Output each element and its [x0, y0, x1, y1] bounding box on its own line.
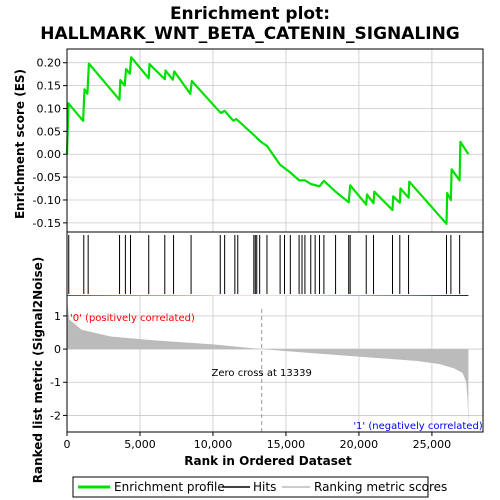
metric-y-tick-label: -2 — [50, 409, 61, 422]
chart-title-line1: Enrichment plot: — [170, 4, 330, 24]
metric-panel: 1 0 -1 -2 Zero cross at 13339 '0' (positively… — [50, 231, 484, 433]
es-y-tick-label: 0.00 — [37, 148, 62, 161]
negative-correlation-label: '1' (negatively correlated) — [353, 421, 482, 432]
es-panel: 0.20 0.15 0.10 0.05 0.00 -0.05 -0.10 -0.15 — [33, 48, 484, 233]
metric-y-tick-label: 0 — [54, 343, 61, 356]
es-y-tick-label: 0.15 — [37, 80, 62, 93]
x-axis-label: Rank in Ordered Dataset — [184, 454, 352, 468]
x-tick-label: 0 — [64, 438, 71, 451]
es-panel-background — [67, 49, 483, 232]
legend-label-ranking-metric: Ranking metric scores — [314, 480, 447, 494]
y-axis-label-metric: Ranked list metric (Signal2Noise) — [31, 257, 45, 484]
y-axis-label-es: Enrichment score (ES) — [13, 69, 27, 219]
metric-y-tick-label: 1 — [54, 310, 61, 323]
x-tick-label: 15,000 — [267, 438, 306, 451]
x-axis: 0 5,000 10,000 15,000 20,000 25,000 — [64, 432, 452, 451]
legend-box — [72, 476, 429, 498]
enrichment-profile-line — [65, 56, 470, 225]
metric-y-tick-label: -1 — [50, 376, 61, 389]
x-tick-label: 20,000 — [340, 438, 379, 451]
lower-panel-frame — [66, 231, 484, 433]
es-y-tick-label: 0.05 — [37, 125, 62, 138]
es-y-tick-label: -0.05 — [33, 171, 61, 184]
metric-panel-background — [67, 296, 483, 432]
es-y-tick-label: 0.20 — [37, 57, 62, 70]
es-y-tick-label: 0.10 — [37, 102, 62, 115]
x-tick-label: 5,000 — [124, 438, 156, 451]
positive-correlation-label: '0' (positively correlated) — [70, 313, 195, 324]
legend: Enrichment profile Hits Ranking metric s… — [72, 476, 447, 498]
zero-cross-label: Zero cross at 13339 — [212, 368, 312, 379]
es-y-tick-label: -0.10 — [33, 194, 61, 207]
hits-panel-background — [67, 232, 483, 296]
legend-label-hits: Hits — [253, 480, 276, 494]
legend-label-enrichment-profile: Enrichment profile — [114, 480, 225, 494]
es-y-tick-label: -0.15 — [33, 217, 61, 230]
chart-title-line2: HALLMARK_WNT_BETA_CATENIN_SIGNALING — [40, 24, 460, 44]
x-tick-label: 25,000 — [413, 438, 452, 451]
x-tick-label: 10,000 — [194, 438, 233, 451]
